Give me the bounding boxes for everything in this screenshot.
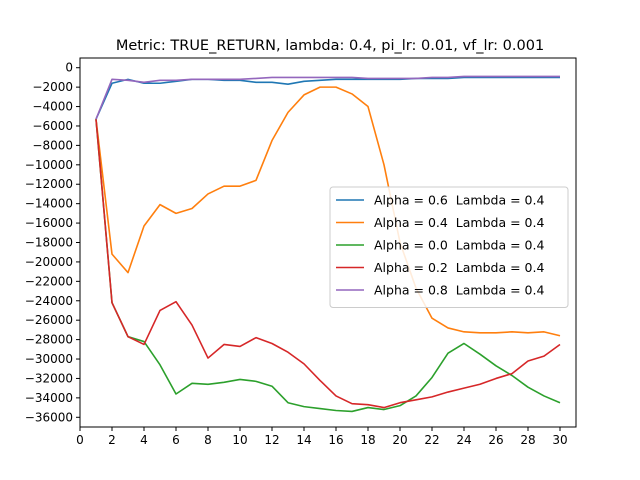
series-line-1 xyxy=(95,76,560,120)
x-tick-label: 2 xyxy=(108,433,116,447)
x-tick-label: 20 xyxy=(392,433,407,447)
y-tick-label: −10000 xyxy=(25,158,73,172)
legend-label: Alpha = 0.2 Lambda = 0.4 xyxy=(374,260,544,275)
y-tick-label: −32000 xyxy=(25,371,73,385)
y-tick-label: −2000 xyxy=(32,80,73,94)
y-tick-label: −34000 xyxy=(25,391,73,405)
y-tick-label: −28000 xyxy=(25,333,73,347)
series-line-5 xyxy=(95,75,560,120)
legend-label: Alpha = 0.0 Lambda = 0.4 xyxy=(374,238,544,253)
x-tick-label: 30 xyxy=(552,433,567,447)
x-tick-label: 8 xyxy=(204,433,212,447)
y-tick-label: −12000 xyxy=(25,177,73,191)
x-tick-label: 24 xyxy=(456,433,471,447)
y-tick-label: −26000 xyxy=(25,313,73,327)
y-tick-label: −22000 xyxy=(25,274,73,288)
series-layer xyxy=(95,75,561,413)
legend-label: Alpha = 0.4 Lambda = 0.4 xyxy=(374,215,544,230)
y-tick-label: −18000 xyxy=(25,236,73,250)
x-tick-label: 14 xyxy=(296,433,311,447)
y-tick-label: −4000 xyxy=(32,100,73,114)
x-tick-label: 4 xyxy=(140,433,148,447)
x-axis: 0 2 4 6 8 10 12 14 16 18 20 22 24 26 28 30 xyxy=(76,427,568,447)
x-tick-label: 6 xyxy=(172,433,180,447)
x-tick-label: 26 xyxy=(488,433,503,447)
series-line-2 xyxy=(95,86,561,337)
x-tick-label: 12 xyxy=(264,433,279,447)
legend-label: Alpha = 0.6 Lambda = 0.4 xyxy=(374,193,544,208)
y-tick-label: −30000 xyxy=(25,352,73,366)
series-line-3 xyxy=(95,119,561,413)
y-tick-label: −14000 xyxy=(25,197,73,211)
y-tick-label: −8000 xyxy=(32,138,73,152)
x-tick-label: 28 xyxy=(520,433,535,447)
legend-box xyxy=(329,186,569,308)
x-tick-label: 10 xyxy=(232,433,247,447)
y-axis: 0 −2000 −4000 −6000 −8000 −10000 −12000 −14000 −… xyxy=(25,61,80,424)
y-tick-label: −16000 xyxy=(25,216,73,230)
x-tick-label: 18 xyxy=(360,433,375,447)
y-tick-label: −20000 xyxy=(25,255,73,269)
x-tick-label: 0 xyxy=(76,433,84,447)
y-tick-label: 0 xyxy=(65,61,73,75)
legend: Alpha = 0.6 Lambda = 0.4 Alpha = 0.4 Lamb… xyxy=(329,186,569,308)
y-tick-label: −24000 xyxy=(25,294,73,308)
chart-title: Metric: TRUE_RETURN, lambda: 0.4, pi_lr:… xyxy=(116,38,544,54)
x-tick-label: 16 xyxy=(328,433,343,447)
series-line-4 xyxy=(95,119,561,409)
legend-label: Alpha = 0.8 Lambda = 0.4 xyxy=(374,283,544,298)
x-tick-label: 22 xyxy=(424,433,439,447)
y-tick-label: −36000 xyxy=(25,410,73,424)
y-tick-label: −6000 xyxy=(32,119,73,133)
